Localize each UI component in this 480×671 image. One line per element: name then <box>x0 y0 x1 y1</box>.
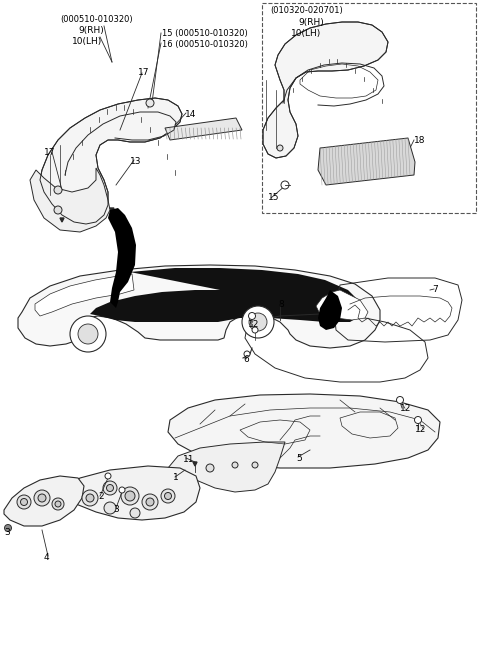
Circle shape <box>415 417 421 423</box>
Circle shape <box>86 494 94 502</box>
Text: 4: 4 <box>44 553 49 562</box>
Text: 14: 14 <box>185 110 196 119</box>
Polygon shape <box>108 208 136 308</box>
Text: 17: 17 <box>44 148 56 157</box>
Polygon shape <box>90 268 360 322</box>
Text: (000510-010320): (000510-010320) <box>60 15 132 24</box>
Circle shape <box>252 327 258 333</box>
Text: 9(RH): 9(RH) <box>78 26 104 35</box>
Text: 7: 7 <box>432 285 438 294</box>
Text: 8: 8 <box>278 300 284 309</box>
Circle shape <box>396 397 404 403</box>
Circle shape <box>17 495 31 509</box>
Circle shape <box>281 181 289 189</box>
Circle shape <box>38 494 46 502</box>
Text: (010320-020701): (010320-020701) <box>270 6 343 15</box>
Bar <box>262 3 476 213</box>
Circle shape <box>21 499 27 505</box>
Circle shape <box>70 316 106 352</box>
Text: 17: 17 <box>138 68 149 77</box>
Text: 15 (000510-010320): 15 (000510-010320) <box>162 29 248 38</box>
Circle shape <box>107 484 113 491</box>
Circle shape <box>232 462 238 468</box>
Text: 10(LH): 10(LH) <box>72 37 102 46</box>
Text: 6: 6 <box>243 355 249 364</box>
Circle shape <box>103 481 117 495</box>
Polygon shape <box>318 290 342 330</box>
Circle shape <box>146 99 154 107</box>
Text: 15: 15 <box>268 193 279 202</box>
Circle shape <box>54 206 62 214</box>
Circle shape <box>82 490 98 506</box>
Circle shape <box>277 145 283 151</box>
Polygon shape <box>193 462 197 466</box>
Polygon shape <box>35 274 134 316</box>
Circle shape <box>55 501 61 507</box>
Text: 18: 18 <box>414 136 425 145</box>
Text: 1: 1 <box>173 473 179 482</box>
Polygon shape <box>110 208 114 212</box>
Polygon shape <box>165 118 242 140</box>
Circle shape <box>206 464 214 472</box>
Polygon shape <box>318 138 415 185</box>
Text: 16 (000510-010320): 16 (000510-010320) <box>162 40 248 49</box>
Circle shape <box>249 313 255 319</box>
Polygon shape <box>4 476 84 526</box>
Text: 12: 12 <box>400 404 411 413</box>
Circle shape <box>249 313 267 331</box>
Text: 2: 2 <box>98 492 104 501</box>
Circle shape <box>54 186 62 194</box>
Polygon shape <box>40 98 182 224</box>
Circle shape <box>121 487 139 505</box>
Circle shape <box>105 473 111 479</box>
Text: 12: 12 <box>415 425 426 434</box>
Circle shape <box>34 490 50 506</box>
Circle shape <box>4 525 12 531</box>
Text: 3: 3 <box>4 528 10 537</box>
Circle shape <box>125 491 135 501</box>
Circle shape <box>52 498 64 510</box>
Text: 10(LH): 10(LH) <box>291 29 321 38</box>
Polygon shape <box>30 168 110 232</box>
Polygon shape <box>316 290 368 320</box>
Circle shape <box>78 324 98 344</box>
Circle shape <box>242 306 274 338</box>
Circle shape <box>165 493 171 499</box>
Circle shape <box>146 498 154 506</box>
Text: 3: 3 <box>113 505 119 514</box>
Text: 12: 12 <box>248 320 259 329</box>
Text: 5: 5 <box>296 454 302 463</box>
Polygon shape <box>168 442 285 492</box>
Text: 13: 13 <box>130 157 142 166</box>
Circle shape <box>119 487 125 493</box>
Polygon shape <box>168 394 440 468</box>
Circle shape <box>142 494 158 510</box>
Circle shape <box>161 489 175 503</box>
Polygon shape <box>60 218 64 222</box>
Circle shape <box>104 502 116 514</box>
Polygon shape <box>18 265 380 348</box>
Circle shape <box>130 508 140 518</box>
Circle shape <box>244 351 250 357</box>
Text: 9(RH): 9(RH) <box>298 18 324 27</box>
Text: 11: 11 <box>183 455 194 464</box>
Polygon shape <box>263 22 388 158</box>
Circle shape <box>252 462 258 468</box>
Polygon shape <box>60 466 200 520</box>
